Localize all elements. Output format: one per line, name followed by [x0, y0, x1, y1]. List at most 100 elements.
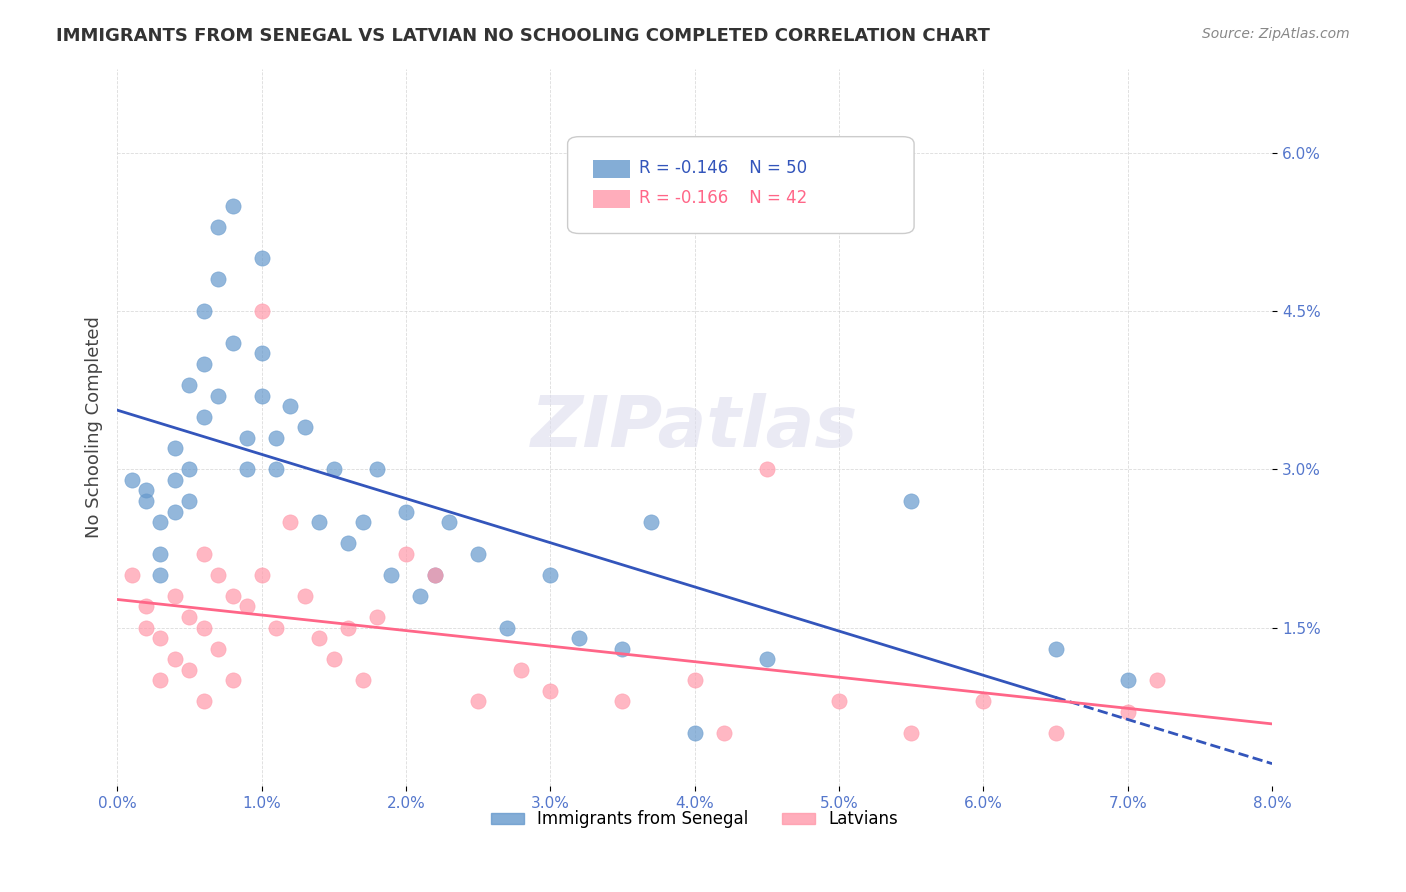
- FancyBboxPatch shape: [593, 190, 630, 209]
- Point: [207, 388, 229, 402]
- Point: [149, 567, 172, 582]
- Point: [121, 473, 143, 487]
- Point: [496, 621, 519, 635]
- Legend: Immigrants from Senegal, Latvians: Immigrants from Senegal, Latvians: [484, 804, 905, 835]
- Point: [1045, 641, 1067, 656]
- Point: [308, 631, 330, 645]
- Point: [713, 726, 735, 740]
- Point: [163, 504, 186, 518]
- Point: [193, 621, 215, 635]
- Point: [149, 673, 172, 688]
- Point: [900, 494, 922, 508]
- Point: [1116, 705, 1139, 719]
- Point: [264, 462, 287, 476]
- Point: [193, 547, 215, 561]
- Point: [395, 547, 418, 561]
- Point: [207, 641, 229, 656]
- Point: [207, 219, 229, 234]
- Point: [755, 462, 778, 476]
- Point: [423, 567, 446, 582]
- Point: [322, 462, 344, 476]
- Point: [510, 663, 533, 677]
- Point: [207, 272, 229, 286]
- Point: [683, 726, 706, 740]
- Point: [683, 673, 706, 688]
- Point: [568, 631, 591, 645]
- Point: [221, 673, 243, 688]
- Point: [423, 567, 446, 582]
- Point: [409, 589, 432, 603]
- Text: R = -0.146    N = 50: R = -0.146 N = 50: [640, 159, 807, 177]
- Point: [294, 420, 316, 434]
- Point: [163, 652, 186, 666]
- Point: [193, 304, 215, 318]
- Point: [221, 335, 243, 350]
- Point: [163, 473, 186, 487]
- Point: [163, 589, 186, 603]
- Point: [1116, 673, 1139, 688]
- Point: [135, 494, 157, 508]
- Point: [236, 431, 259, 445]
- Point: [149, 515, 172, 529]
- Point: [322, 652, 344, 666]
- Point: [294, 589, 316, 603]
- Point: [221, 589, 243, 603]
- Point: [337, 621, 360, 635]
- Point: [352, 673, 374, 688]
- Point: [308, 515, 330, 529]
- Point: [828, 694, 851, 708]
- Point: [250, 252, 273, 266]
- Point: [1146, 673, 1168, 688]
- Point: [1045, 726, 1067, 740]
- Point: [193, 694, 215, 708]
- Point: [972, 694, 994, 708]
- Point: [193, 409, 215, 424]
- Point: [612, 694, 634, 708]
- Point: [755, 652, 778, 666]
- Point: [395, 504, 418, 518]
- Point: [163, 442, 186, 456]
- Point: [264, 431, 287, 445]
- Point: [135, 599, 157, 614]
- Point: [467, 547, 489, 561]
- Point: [439, 515, 461, 529]
- Point: [366, 610, 388, 624]
- Point: [250, 304, 273, 318]
- Point: [236, 599, 259, 614]
- Point: [612, 641, 634, 656]
- Point: [250, 388, 273, 402]
- Point: [135, 621, 157, 635]
- Point: [221, 199, 243, 213]
- Point: [366, 462, 388, 476]
- Point: [149, 547, 172, 561]
- Point: [207, 567, 229, 582]
- Point: [135, 483, 157, 498]
- Point: [900, 726, 922, 740]
- Point: [640, 515, 662, 529]
- Point: [179, 378, 201, 392]
- Point: [380, 567, 402, 582]
- FancyBboxPatch shape: [568, 136, 914, 234]
- Point: [264, 621, 287, 635]
- Text: ZIPatlas: ZIPatlas: [531, 392, 858, 462]
- Text: R = -0.166    N = 42: R = -0.166 N = 42: [640, 188, 807, 207]
- Text: Source: ZipAtlas.com: Source: ZipAtlas.com: [1202, 27, 1350, 41]
- Point: [149, 631, 172, 645]
- Point: [352, 515, 374, 529]
- FancyBboxPatch shape: [593, 160, 630, 178]
- Text: IMMIGRANTS FROM SENEGAL VS LATVIAN NO SCHOOLING COMPLETED CORRELATION CHART: IMMIGRANTS FROM SENEGAL VS LATVIAN NO SC…: [56, 27, 990, 45]
- Point: [236, 462, 259, 476]
- Point: [538, 683, 561, 698]
- Point: [121, 567, 143, 582]
- Point: [193, 357, 215, 371]
- Point: [250, 567, 273, 582]
- Point: [467, 694, 489, 708]
- Point: [280, 515, 302, 529]
- Point: [179, 462, 201, 476]
- Point: [179, 494, 201, 508]
- Y-axis label: No Schooling Completed: No Schooling Completed: [86, 317, 103, 538]
- Point: [250, 346, 273, 360]
- Point: [337, 536, 360, 550]
- Point: [179, 610, 201, 624]
- Point: [280, 399, 302, 413]
